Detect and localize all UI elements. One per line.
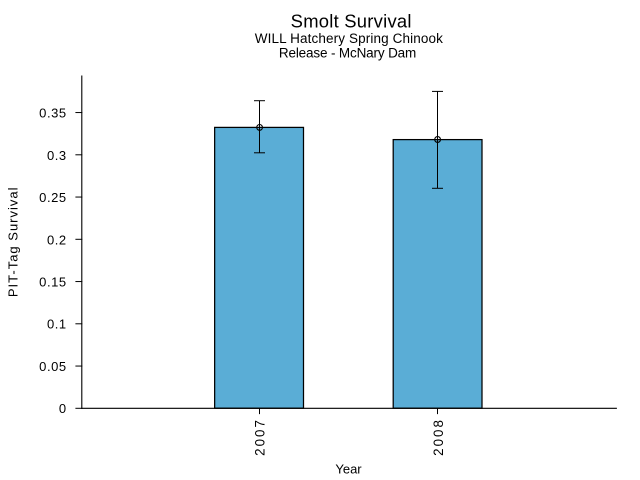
svg-text:0.3: 0.3 xyxy=(47,148,67,163)
svg-text:Release - McNary Dam: Release - McNary Dam xyxy=(279,45,416,60)
svg-text:0.2: 0.2 xyxy=(47,232,67,247)
svg-text:0.15: 0.15 xyxy=(39,275,67,290)
svg-text:Year: Year xyxy=(335,461,362,476)
svg-text:0.25: 0.25 xyxy=(39,190,67,205)
svg-text:0: 0 xyxy=(59,401,67,416)
svg-text:0.05: 0.05 xyxy=(39,359,67,374)
svg-text:0.1: 0.1 xyxy=(47,317,67,332)
svg-text:0.35: 0.35 xyxy=(39,106,67,121)
svg-text:2007: 2007 xyxy=(253,418,268,456)
svg-text:PIT-Tag Survival: PIT-Tag Survival xyxy=(6,186,21,297)
svg-text:WILL Hatchery Spring Chinook: WILL Hatchery Spring Chinook xyxy=(255,31,443,46)
svg-text:Smolt Survival: Smolt Survival xyxy=(291,10,412,31)
svg-text:2008: 2008 xyxy=(431,418,446,456)
